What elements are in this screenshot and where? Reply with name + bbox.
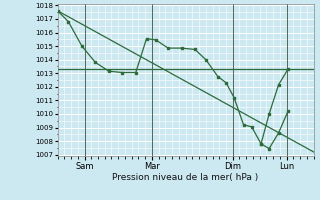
X-axis label: Pression niveau de la mer( hPa ): Pression niveau de la mer( hPa ) <box>112 173 259 182</box>
